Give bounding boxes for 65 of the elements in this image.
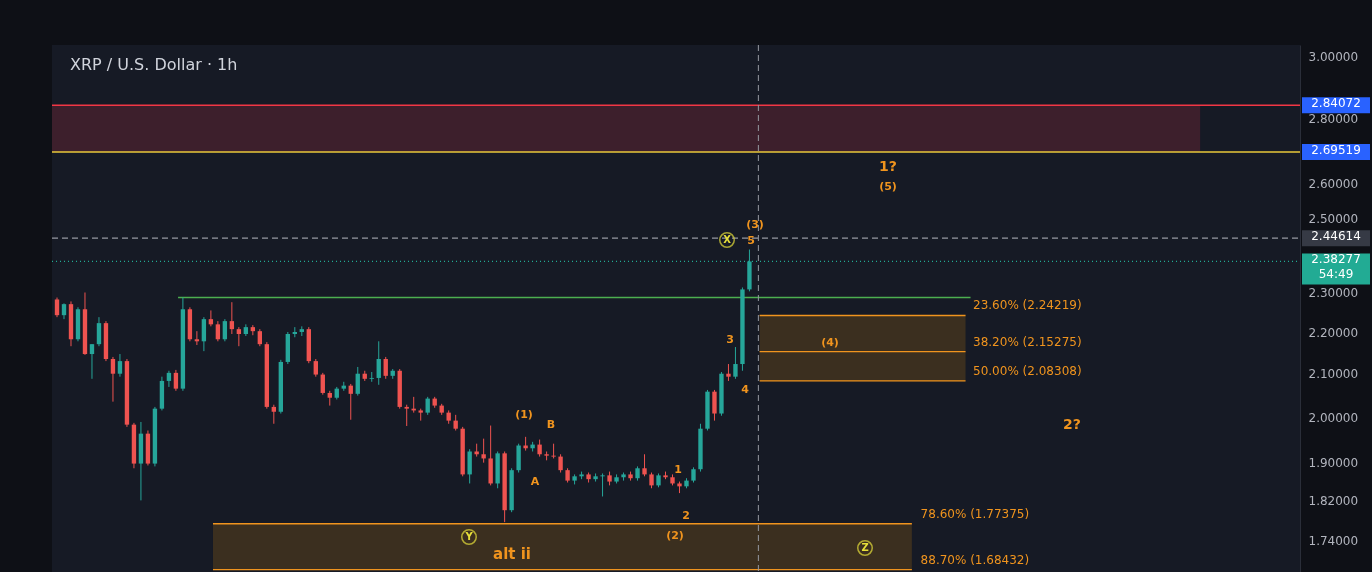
candlestick [117,353,123,378]
candlestick [558,453,563,474]
candlestick [222,318,228,342]
annotation: Z [861,542,869,553]
annotation: 5 [747,234,755,247]
ref-line-label: 38.20% (2.15275) [973,334,1082,349]
annotation: A [530,475,540,488]
annotation: Y [464,531,474,542]
annotation: 1 [674,463,682,476]
annotation: 3 [726,333,734,346]
y-tick-label: 1.74000 [1308,534,1359,549]
candlestick [110,356,116,403]
annotation: (3) [746,218,764,231]
candlestick [96,316,102,347]
ref-line-label: 2.44614 [1311,229,1361,244]
y-tick-label: 2.20000 [1308,325,1359,340]
y-tick-label: 1.82000 [1308,494,1359,509]
candlestick [89,343,95,380]
annotation: 2? [1063,416,1081,432]
candlestick [404,404,409,427]
ref-line-label: 88.70% (1.68432) [920,552,1030,567]
candlestick [166,370,172,388]
ref-line-label: 50.00% (2.08308) [973,363,1082,378]
candlestick [712,389,717,422]
annotation: X [723,234,732,245]
annotation: 2 [682,509,690,522]
candlestick [467,448,472,484]
candlestick [642,453,647,477]
y-tick-label: 1.90000 [1308,456,1359,471]
y-tick-label: 2.10000 [1308,367,1359,382]
annotation: 4 [741,383,750,396]
candlestick [733,346,738,380]
candlestick [54,297,60,318]
annotation: (1) [515,408,533,421]
ref-line-label: 78.60% (1.77375) [920,506,1030,521]
candlestick [383,356,388,380]
ref-line-label: 23.60% (2.24219) [973,298,1082,313]
annotation: alt ii [493,545,531,563]
ref-line-label: 2.69519 [1311,142,1361,157]
y-tick-label: 2.60000 [1308,177,1359,192]
candlestick [236,326,242,347]
y-tick-label: 3.00000 [1308,50,1359,65]
candlestick [271,404,277,425]
candlestick [481,438,486,464]
y-tick-label: 2.80000 [1308,111,1359,126]
candlestick [229,301,235,335]
candlestick [173,369,179,392]
annotation: B [546,418,556,431]
candlestick [320,372,325,396]
annotation: (2) [666,529,684,542]
candlestick [369,371,374,383]
candlestick [215,320,221,342]
candlestick [355,366,360,397]
annotation: (5) [879,180,897,193]
candlestick [600,472,605,497]
candlestick [376,340,381,386]
y-tick-label: 2.30000 [1308,286,1359,301]
candlestick [201,316,207,352]
ref-line-label: 2.84072 [1311,96,1361,111]
annotation: 1? [879,158,897,174]
annotation: (4) [821,336,839,349]
ref-line-label: 2.38277 54:49 [1311,252,1361,282]
y-tick-label: 2.50000 [1308,212,1359,227]
text: XRP / U.S. Dollar · 1h [70,55,238,74]
y-tick-label: 2.00000 [1308,410,1359,425]
